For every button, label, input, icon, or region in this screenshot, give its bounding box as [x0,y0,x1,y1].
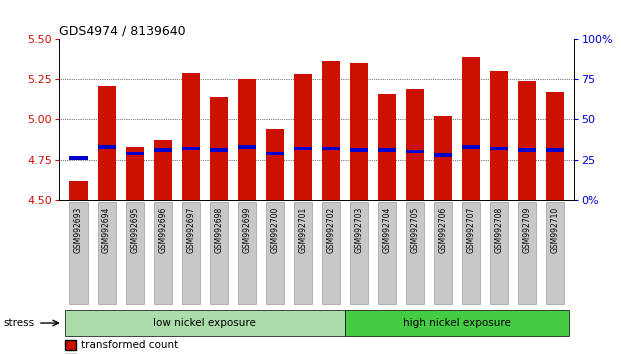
FancyBboxPatch shape [209,202,228,304]
FancyBboxPatch shape [378,202,396,304]
Bar [238,145,256,149]
Text: GSM992708: GSM992708 [494,206,503,253]
Bar [406,89,424,200]
Bar [490,71,508,200]
Text: GSM992694: GSM992694 [102,206,111,253]
Bar [406,150,424,154]
FancyBboxPatch shape [266,202,284,304]
Bar [153,141,172,200]
FancyBboxPatch shape [322,202,340,304]
Bar [518,148,536,152]
Bar [294,147,312,150]
Text: transformed count: transformed count [81,340,179,350]
Bar [461,145,480,149]
FancyBboxPatch shape [294,202,312,304]
Bar [181,73,200,200]
FancyBboxPatch shape [433,202,452,304]
Text: GDS4974 / 8139640: GDS4974 / 8139640 [59,25,186,38]
FancyBboxPatch shape [518,202,536,304]
Bar [70,181,88,200]
FancyBboxPatch shape [406,202,424,304]
Bar [125,147,143,200]
Text: GSM992696: GSM992696 [158,206,167,253]
Bar [266,129,284,200]
FancyBboxPatch shape [546,202,564,304]
Bar [238,79,256,200]
Text: GSM992706: GSM992706 [438,206,447,253]
Bar [433,153,452,157]
FancyBboxPatch shape [97,202,116,304]
Text: GSM992700: GSM992700 [270,206,279,253]
Text: GSM992705: GSM992705 [410,206,419,253]
FancyBboxPatch shape [350,202,368,304]
Bar [350,148,368,152]
Bar [97,86,116,200]
Text: GSM992701: GSM992701 [298,206,307,253]
Bar [461,57,480,200]
FancyBboxPatch shape [461,202,480,304]
FancyBboxPatch shape [70,202,88,304]
Bar [181,147,200,150]
Bar [322,147,340,150]
Bar [546,148,564,152]
Text: GSM992699: GSM992699 [242,206,251,253]
Text: GSM992709: GSM992709 [522,206,532,253]
Text: GSM992710: GSM992710 [550,206,560,253]
Bar [97,145,116,149]
FancyBboxPatch shape [181,202,200,304]
Text: low nickel exposure: low nickel exposure [153,318,256,328]
Bar [350,63,368,200]
Bar [209,148,228,152]
Bar [153,148,172,152]
Bar [70,156,88,160]
Text: stress: stress [4,318,35,328]
Text: GSM992697: GSM992697 [186,206,195,253]
Bar [209,97,228,200]
FancyBboxPatch shape [490,202,508,304]
Text: GSM992707: GSM992707 [466,206,475,253]
FancyBboxPatch shape [153,202,172,304]
Text: GSM992693: GSM992693 [74,206,83,253]
Text: GSM992702: GSM992702 [326,206,335,253]
Bar [546,92,564,200]
FancyBboxPatch shape [125,202,143,304]
Bar [294,74,312,200]
Text: GSM992704: GSM992704 [383,206,391,253]
Bar [125,152,143,155]
Text: GSM992703: GSM992703 [354,206,363,253]
Bar [378,94,396,200]
Bar [266,152,284,155]
Bar [490,147,508,150]
Bar [433,116,452,200]
Text: GSM992698: GSM992698 [214,206,223,253]
Text: GSM992695: GSM992695 [130,206,139,253]
Bar [322,62,340,200]
Bar [518,81,536,200]
Bar [378,148,396,152]
FancyBboxPatch shape [238,202,256,304]
Text: high nickel exposure: high nickel exposure [403,318,510,328]
